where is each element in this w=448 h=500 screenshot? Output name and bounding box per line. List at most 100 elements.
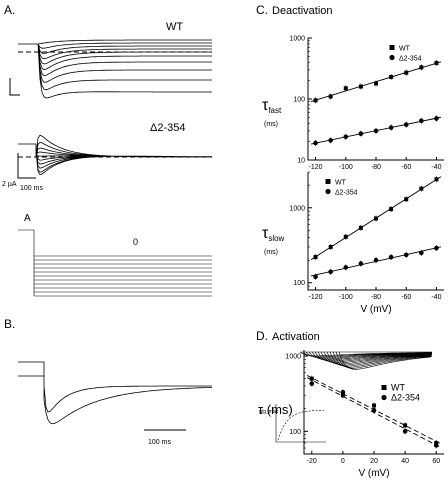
legend-label: Δ2-354 xyxy=(399,56,422,63)
data-point xyxy=(313,98,318,103)
data-point xyxy=(404,197,409,202)
x-tick-label: -60 xyxy=(401,164,411,171)
y-tick-label: 1000 xyxy=(289,36,305,43)
legend-marker xyxy=(389,45,395,50)
x-tick-label: 20 xyxy=(370,458,378,465)
data-point xyxy=(343,86,348,91)
legend-marker xyxy=(389,54,395,61)
data-point xyxy=(403,252,409,258)
data-point xyxy=(313,274,318,280)
legend-label: Δ2-354 xyxy=(391,393,420,403)
y-axis-label: τ (ms) xyxy=(258,402,293,417)
data-point xyxy=(374,216,378,221)
panel-a-label: A. xyxy=(4,3,15,17)
holding-label: 0 xyxy=(133,237,138,247)
time-scale-label: 100 ms xyxy=(20,185,43,192)
data-point xyxy=(374,81,378,86)
data-point xyxy=(373,128,379,134)
activation-inset-plot: g/g_max xyxy=(259,404,326,443)
data-point xyxy=(343,234,348,239)
data-point xyxy=(358,225,363,230)
data-point xyxy=(419,186,424,191)
data-point xyxy=(403,122,409,127)
data-point xyxy=(403,423,408,428)
y-tick-label: 1000 xyxy=(285,353,301,360)
legend-marker xyxy=(325,188,331,195)
panel-b-traces: 100 ms xyxy=(18,361,212,446)
data-point xyxy=(358,261,364,266)
y-tick-label: 100 xyxy=(293,97,305,104)
data-point xyxy=(419,65,424,70)
legend-label: Δ2-354 xyxy=(335,190,358,197)
deactivation-fast-chart: 1000 100 10 -120 -100 -80 -60 -40 τfast (ms) WT Δ2-… xyxy=(262,36,444,171)
legend-label: WT xyxy=(391,383,405,393)
x-tick-label: 0 xyxy=(341,458,345,465)
x-axis-label: V (mV) xyxy=(358,468,389,479)
panel-a-wt-traces: WT xyxy=(9,21,212,99)
data-point xyxy=(358,84,363,89)
legend-label: WT xyxy=(399,46,411,53)
x-tick-label: -100 xyxy=(339,294,353,301)
wt-trace-label: WT xyxy=(166,21,183,33)
data-point xyxy=(434,177,439,182)
data-point xyxy=(372,403,376,408)
y-tick-label: 100 xyxy=(293,280,305,287)
x-axis-label: V (mV) xyxy=(360,304,391,315)
data-point xyxy=(328,269,333,275)
data-point xyxy=(373,257,379,263)
x-tick-label: -80 xyxy=(371,294,381,301)
x-tick-label: -60 xyxy=(401,294,411,301)
data-point xyxy=(313,140,318,146)
data-point xyxy=(419,250,424,256)
x-tick-label: -40 xyxy=(431,164,441,171)
data-point xyxy=(340,393,345,398)
x-tick-label: -120 xyxy=(309,294,323,301)
panel-a-voltage-protocol: A 0 xyxy=(18,213,212,297)
data-point xyxy=(358,131,364,136)
panel-d-label: D. xyxy=(256,329,268,343)
panel-c-title: Deactivation xyxy=(272,5,333,17)
data-point xyxy=(434,245,439,251)
inset-y-label: g/g_max xyxy=(259,409,279,415)
x-tick-label: 40 xyxy=(401,458,409,465)
data-point xyxy=(389,207,394,212)
deactivation-slow-chart: 1000 100 -120 -100 -80 -60 -40 V (mV) τslow (ms) W… xyxy=(262,171,444,315)
legend-marker xyxy=(381,394,387,401)
y-tick-label: 100 xyxy=(289,429,301,436)
data-point xyxy=(389,74,394,79)
data-point xyxy=(388,125,394,130)
data-point xyxy=(340,389,346,395)
prepulse-label: A xyxy=(24,213,31,224)
x-tick-label: -80 xyxy=(371,164,381,171)
data-point xyxy=(404,70,409,75)
panel-d-title: Activation xyxy=(272,331,320,343)
data-point xyxy=(343,265,349,270)
data-point xyxy=(313,255,318,260)
data-point xyxy=(419,118,424,124)
data-point xyxy=(309,381,315,386)
legend-marker xyxy=(381,385,387,390)
mutant-trace-label: Δ2-354 xyxy=(150,122,185,134)
data-point xyxy=(402,429,408,434)
x-tick-label: -40 xyxy=(431,294,441,301)
chart-axes xyxy=(307,38,444,161)
y-axis-label: τslow xyxy=(262,225,285,243)
y-tick-label: 10 xyxy=(297,158,305,165)
panel-c-label: C. xyxy=(256,3,268,17)
legend-marker xyxy=(325,179,331,184)
panel-b-label: B. xyxy=(4,317,15,331)
data-point xyxy=(433,443,439,448)
current-scale-label: 2 µA xyxy=(2,181,17,188)
panel-b-time-scale-label: 100 ms xyxy=(148,439,171,446)
data-point xyxy=(328,138,333,143)
x-tick-label: -20 xyxy=(307,458,317,465)
x-tick-label: -100 xyxy=(339,164,353,171)
y-axis-unit: (ms) xyxy=(264,121,278,128)
y-axis-label: τfast xyxy=(262,97,282,115)
x-tick-label: 60 xyxy=(432,458,440,465)
data-point xyxy=(371,408,377,413)
y-tick-label: 1000 xyxy=(289,205,305,212)
data-point xyxy=(434,116,439,121)
